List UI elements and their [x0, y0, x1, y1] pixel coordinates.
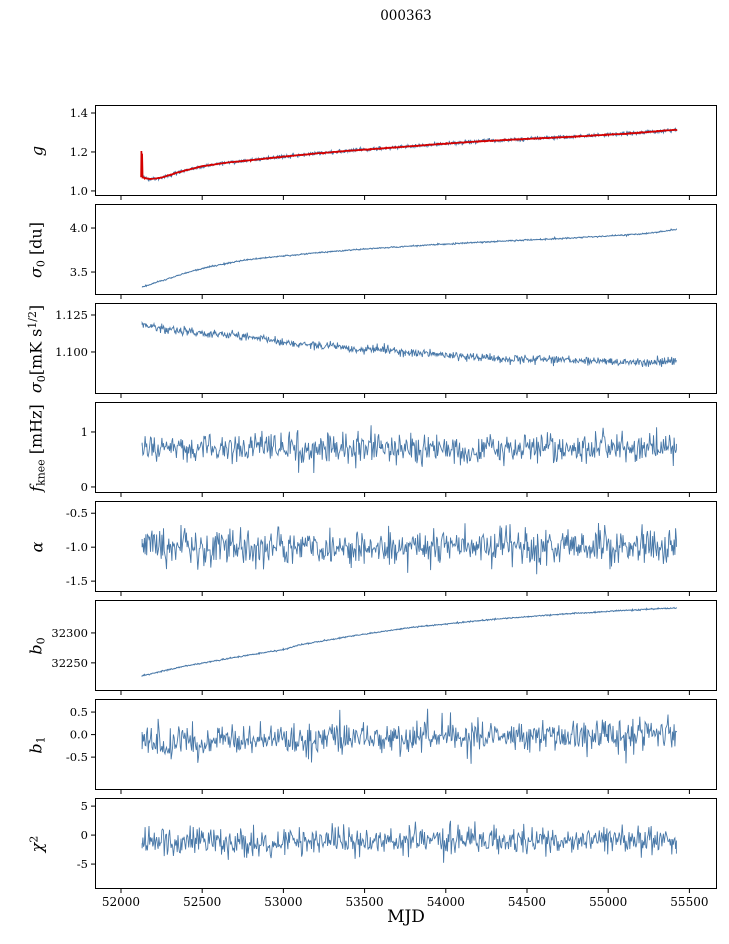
x-tick-label: 55500: [670, 895, 709, 909]
x-tick-label: 53000: [264, 895, 303, 909]
y-tick-label: 0.0: [70, 728, 88, 742]
y-axis-title-segment: f: [26, 485, 46, 492]
y-tick-label: 0: [81, 480, 88, 494]
y-axis-title-segment: σ: [26, 381, 46, 393]
series-g-fit: [140, 128, 678, 181]
y-tick-label: 32300: [51, 626, 88, 640]
panel-alpha: -1.5 -1.0 -0.5: [66, 501, 717, 596]
x-tick-label: 53500: [345, 895, 384, 909]
y-axis-title-segment: 0: [34, 636, 48, 644]
panel-border: [95, 105, 717, 196]
y-tick-label: -1.0: [66, 540, 88, 554]
y-tick-label: -1.5: [66, 574, 88, 588]
y-tick-label: -0.5: [66, 750, 88, 764]
series-sigma0_mK-sigma0_noise: [141, 320, 677, 368]
y-tick-label: 0: [81, 828, 88, 842]
y-tick-label: 0.5: [70, 705, 88, 719]
y-tick-label: 1.2: [70, 145, 88, 159]
panel-sigma0_mK: 1.100 1.125: [55, 303, 717, 398]
panel-border: [95, 600, 717, 691]
y-axis-title-segment: b: [26, 742, 46, 754]
panel-g: 1.0 1.2 1.4: [70, 105, 717, 200]
series-chi2-chi2: [141, 820, 677, 863]
y-axis-title-segment: 0: [34, 374, 48, 382]
x-axis-title: MJD: [387, 907, 425, 927]
series-b0-b0: [141, 606, 677, 678]
x-tick-label: 52000: [101, 895, 141, 909]
y-axis-title-sigma0_du: σ0 [du]: [26, 222, 47, 278]
panel-border: [95, 303, 717, 394]
y-axis-title-b0: b0: [26, 637, 47, 654]
panel-border: [95, 501, 717, 592]
y-axis-title-f_knee: fknee [mHz]: [26, 404, 47, 492]
x-tick-label: 54000: [426, 895, 465, 909]
y-tick-label: 4.0: [70, 221, 88, 235]
y-tick-label: 5: [81, 799, 88, 813]
y-axis-title-segment: 1/2: [26, 310, 40, 329]
y-axis-title-b1: b1: [26, 736, 47, 753]
panel-border: [95, 402, 717, 493]
y-tick-label: 1: [81, 425, 88, 439]
y-axis-title-segment: α: [27, 541, 47, 552]
series-b1-b1: [141, 708, 677, 764]
y-tick-label: 1.125: [55, 308, 88, 322]
y-tick-label: 1.100: [55, 345, 88, 359]
x-tick-label: 52500: [183, 895, 222, 909]
panel-border: [95, 204, 717, 295]
panel-border: [95, 798, 717, 889]
y-axis-title-segment: [mHz]: [26, 403, 46, 459]
x-tick-label: 55000: [589, 895, 628, 909]
y-axis-title-segment: 1: [34, 735, 48, 743]
y-axis-title-segment: ]: [26, 304, 46, 311]
series-sigma0_du-sigma0: [141, 228, 677, 288]
y-axis-title-chi2: χ2: [27, 835, 46, 852]
panel-f_knee: 01: [81, 402, 717, 497]
series-g-measured: [141, 127, 677, 182]
y-axis-title-segment: [du]: [26, 221, 46, 260]
series-f_knee-fknee: [141, 425, 677, 474]
y-tick-label: 1.4: [70, 106, 88, 120]
y-tick-label: 3.5: [70, 265, 88, 279]
figure-title: 000363: [380, 8, 432, 24]
y-axis-title-segment: g: [27, 145, 47, 156]
series-alpha-alpha: [141, 522, 677, 575]
y-tick-label: -5: [77, 857, 88, 871]
y-axis-title-alpha: α: [28, 541, 47, 552]
y-axis-title-segment: σ: [26, 266, 46, 278]
y-axis-title-g: g: [28, 145, 47, 155]
y-axis-title-segment: b: [26, 643, 46, 655]
y-tick-label: -0.5: [66, 506, 88, 520]
y-axis-title-segment: 2: [27, 835, 41, 843]
panel-border: [95, 699, 717, 790]
y-tick-label: 1.0: [70, 184, 88, 198]
panel-b0: 32250 32300: [51, 600, 717, 695]
panel-sigma0_du: 3.5 4.0: [70, 204, 717, 299]
y-axis-title-segment: knee: [34, 458, 48, 486]
panel-chi2: -5 0 5: [77, 798, 717, 893]
y-axis-title-segment: 0: [34, 259, 48, 267]
y-axis-title-sigma0_mK: σ0[mK s1/2]: [26, 304, 48, 392]
y-axis-title-segment: χ: [27, 842, 47, 852]
x-tick-label: 54500: [507, 895, 547, 909]
panel-b1: -0.5 0.0 0.5: [66, 699, 717, 794]
y-tick-label: 32250: [51, 656, 88, 670]
y-axis-title-segment: [mK s: [26, 328, 46, 375]
